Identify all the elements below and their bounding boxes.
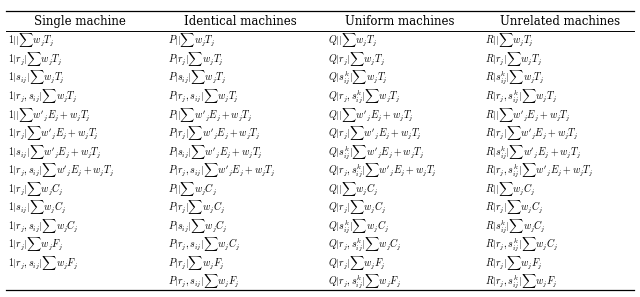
Text: $R||\sum w_j C_j$: $R||\sum w_j C_j$ bbox=[485, 180, 535, 198]
Text: $P|r_j, s_{ij}|\sum w_j T_j$: $P|r_j, s_{ij}|\sum w_j T_j$ bbox=[168, 87, 239, 105]
Text: Single machine: Single machine bbox=[34, 15, 126, 28]
Text: $Q||\sum w'_j E_j + w_j T_j$: $Q||\sum w'_j E_j + w_j T_j$ bbox=[328, 105, 413, 124]
Text: $P|s_{ij}|\sum w_j C_j$: $P|s_{ij}|\sum w_j C_j$ bbox=[168, 217, 227, 235]
Text: $R|s^k_{ij}|\sum w_j C_j$: $R|s^k_{ij}|\sum w_j C_j$ bbox=[485, 217, 546, 235]
Text: $1|r_j|\sum w'_j E_j + w_j T_j$: $1|r_j|\sum w'_j E_j + w_j T_j$ bbox=[8, 124, 99, 142]
Text: $1|r_j, s_{ij}|\sum w_j F_j$: $1|r_j, s_{ij}|\sum w_j F_j$ bbox=[8, 254, 77, 272]
Text: $P||\sum w_j C_j$: $P||\sum w_j C_j$ bbox=[168, 180, 216, 198]
Text: $1||\sum w_j T_j$: $1||\sum w_j T_j$ bbox=[8, 31, 54, 49]
Text: $Q|r_j|\sum w_j F_j$: $Q|r_j|\sum w_j F_j$ bbox=[328, 254, 385, 272]
Text: $P|s_{ij}|\sum w_j T_j$: $P|s_{ij}|\sum w_j T_j$ bbox=[168, 69, 226, 86]
Text: $1|s_{ij}|\sum w'_j E_j + w_j T_j$: $1|s_{ij}|\sum w'_j E_j + w_j T_j$ bbox=[8, 143, 101, 161]
Text: $R|s^k_{ij}|\sum w'_j E_j + w_j T_j$: $R|s^k_{ij}|\sum w'_j E_j + w_j T_j$ bbox=[485, 143, 581, 161]
Text: $1||\sum w'_j E_j + w_j T_j$: $1||\sum w'_j E_j + w_j T_j$ bbox=[8, 105, 90, 124]
Text: $1|r_j|\sum w_j C_j$: $1|r_j|\sum w_j C_j$ bbox=[8, 180, 63, 198]
Text: $P|r_j|\sum w_j T_j$: $P|r_j|\sum w_j T_j$ bbox=[168, 50, 223, 68]
Text: $Q|s^k_{ij}|\sum w'_j E_j + w_j T_j$: $Q|s^k_{ij}|\sum w'_j E_j + w_j T_j$ bbox=[328, 143, 424, 161]
Text: $R|r_j, s^k_{ij}|\sum w_j C_j$: $R|r_j, s^k_{ij}|\sum w_j C_j$ bbox=[485, 235, 558, 253]
Text: $P||\sum w_j T_j$: $P||\sum w_j T_j$ bbox=[168, 31, 215, 49]
Text: $1|r_j, s_{ij}|\sum w_j T_j$: $1|r_j, s_{ij}|\sum w_j T_j$ bbox=[8, 87, 77, 105]
Text: $Q|r_j, s^k_{ij}|\sum w_j T_j$: $Q|r_j, s^k_{ij}|\sum w_j T_j$ bbox=[328, 87, 400, 105]
Text: $1|r_j, s_{ij}|\sum w_j C_j$: $1|r_j, s_{ij}|\sum w_j C_j$ bbox=[8, 217, 78, 235]
Text: $R|s^k_{ij}|\sum w_j T_j$: $R|s^k_{ij}|\sum w_j T_j$ bbox=[485, 69, 545, 86]
Text: $1|r_j|\sum w_j T_j$: $1|r_j|\sum w_j T_j$ bbox=[8, 50, 62, 68]
Text: $R|r_j|\sum w_j T_j$: $R|r_j|\sum w_j T_j$ bbox=[485, 50, 542, 68]
Text: $R|r_j|\sum w_j C_j$: $R|r_j|\sum w_j C_j$ bbox=[485, 198, 543, 216]
Text: $P|r_j, s_{ij}|\sum w_j F_j$: $P|r_j, s_{ij}|\sum w_j F_j$ bbox=[168, 272, 239, 290]
Text: $Q|s^k_{ij}|\sum w_j C_j$: $Q|s^k_{ij}|\sum w_j C_j$ bbox=[328, 217, 388, 235]
Text: $Q||\sum w_j C_j$: $Q||\sum w_j C_j$ bbox=[328, 180, 378, 198]
Text: $P|r_j, s_{ij}|\sum w_j C_j$: $P|r_j, s_{ij}|\sum w_j C_j$ bbox=[168, 235, 240, 253]
Text: $1|r_j|\sum w_j F_j$: $1|r_j|\sum w_j F_j$ bbox=[8, 235, 63, 253]
Text: $R|r_j, s^k_{ij}|\sum w_j F_j$: $R|r_j, s^k_{ij}|\sum w_j F_j$ bbox=[485, 272, 557, 290]
Text: $R|r_j, s^k_{ij}|\sum w_j T_j$: $R|r_j, s^k_{ij}|\sum w_j T_j$ bbox=[485, 87, 557, 105]
Text: $P||\sum w'_j E_j + w_j T_j$: $P||\sum w'_j E_j + w_j T_j$ bbox=[168, 105, 252, 124]
Text: $P|r_j|\sum w_j F_j$: $P|r_j|\sum w_j F_j$ bbox=[168, 254, 224, 272]
Text: $P|r_j|\sum w_j C_j$: $P|r_j|\sum w_j C_j$ bbox=[168, 198, 225, 216]
Text: $R||\sum w_j T_j$: $R||\sum w_j T_j$ bbox=[485, 31, 534, 49]
Text: $P|s_{ij}|\sum w'_j E_j + w_j T_j$: $P|s_{ij}|\sum w'_j E_j + w_j T_j$ bbox=[168, 143, 262, 161]
Text: $R||\sum w'_j E_j + w_j T_j$: $R||\sum w'_j E_j + w_j T_j$ bbox=[485, 105, 570, 124]
Text: Unrelated machines: Unrelated machines bbox=[500, 15, 620, 28]
Text: $1|s_{ij}|\sum w_j T_j$: $1|s_{ij}|\sum w_j T_j$ bbox=[8, 69, 65, 86]
Text: $R|r_j|\sum w_j F_j$: $R|r_j|\sum w_j F_j$ bbox=[485, 254, 543, 272]
Text: $P|r_j|\sum w'_j E_j + w_j T_j$: $P|r_j|\sum w'_j E_j + w_j T_j$ bbox=[168, 124, 260, 142]
Text: $Q|r_j, s^k_{ij}|\sum w_j F_j$: $Q|r_j, s^k_{ij}|\sum w_j F_j$ bbox=[328, 272, 401, 290]
Text: $R|r_j, s^k_{ij}|\sum w'_j E_j + w_j T_j$: $R|r_j, s^k_{ij}|\sum w'_j E_j + w_j T_j… bbox=[485, 161, 593, 179]
Text: $Q|r_j|\sum w_j T_j$: $Q|r_j|\sum w_j T_j$ bbox=[328, 50, 385, 68]
Text: $P|r_j, s_{ij}|\sum w'_j E_j + w_j T_j$: $P|r_j, s_{ij}|\sum w'_j E_j + w_j T_j$ bbox=[168, 161, 275, 179]
Text: $Q|r_j|\sum w_j C_j$: $Q|r_j|\sum w_j C_j$ bbox=[328, 198, 386, 216]
Text: $Q|r_j, s^k_{ij}|\sum w_j C_j$: $Q|r_j, s^k_{ij}|\sum w_j C_j$ bbox=[328, 235, 401, 253]
Text: $R|r_j|\sum w'_j E_j + w_j T_j$: $R|r_j|\sum w'_j E_j + w_j T_j$ bbox=[485, 124, 579, 142]
Text: $Q|s^k_{ij}|\sum w_j T_j$: $Q|s^k_{ij}|\sum w_j T_j$ bbox=[328, 69, 387, 86]
Text: $Q|r_j|\sum w'_j E_j + w_j T_j$: $Q|r_j|\sum w'_j E_j + w_j T_j$ bbox=[328, 124, 421, 142]
Text: $1|s_{ij}|\sum w_j C_j$: $1|s_{ij}|\sum w_j C_j$ bbox=[8, 198, 66, 216]
Text: $Q||\sum w_j T_j$: $Q||\sum w_j T_j$ bbox=[328, 31, 377, 49]
Text: Identical machines: Identical machines bbox=[184, 15, 296, 28]
Text: Uniform machines: Uniform machines bbox=[345, 15, 455, 28]
Text: $1|r_j, s_{ij}|\sum w'_j E_j + w_j T_j$: $1|r_j, s_{ij}|\sum w'_j E_j + w_j T_j$ bbox=[8, 161, 113, 179]
Text: $Q|r_j, s^k_{ij}|\sum w'_j E_j + w_j T_j$: $Q|r_j, s^k_{ij}|\sum w'_j E_j + w_j T_j… bbox=[328, 161, 436, 179]
